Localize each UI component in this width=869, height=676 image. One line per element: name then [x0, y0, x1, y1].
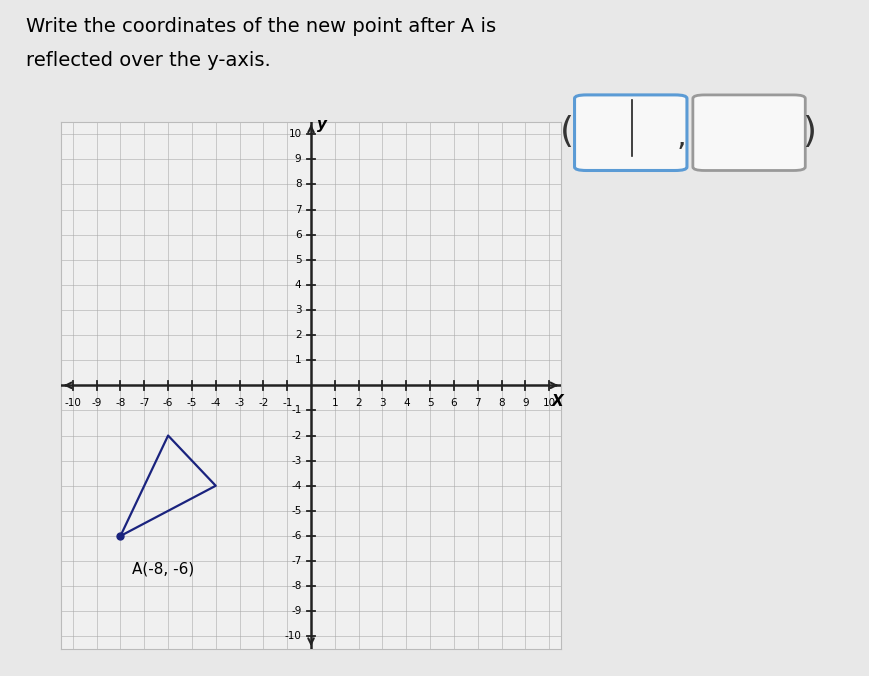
Text: -8: -8 — [291, 581, 302, 592]
Text: -9: -9 — [91, 398, 102, 408]
Text: -9: -9 — [291, 606, 302, 617]
Text: 4: 4 — [402, 398, 409, 408]
Text: -3: -3 — [291, 456, 302, 466]
Text: -1: -1 — [291, 406, 302, 416]
Text: -4: -4 — [210, 398, 221, 408]
Text: 7: 7 — [474, 398, 481, 408]
Text: 8: 8 — [295, 179, 302, 189]
FancyBboxPatch shape — [574, 95, 687, 170]
Text: 9: 9 — [295, 154, 302, 164]
Text: -2: -2 — [258, 398, 269, 408]
Text: -6: -6 — [291, 531, 302, 541]
Text: y: y — [316, 117, 327, 132]
Text: 5: 5 — [427, 398, 433, 408]
Text: -7: -7 — [139, 398, 149, 408]
Text: 8: 8 — [498, 398, 504, 408]
Text: 6: 6 — [295, 230, 302, 240]
Text: -3: -3 — [234, 398, 244, 408]
Text: 5: 5 — [295, 255, 302, 265]
Text: Write the coordinates of the new point after A is: Write the coordinates of the new point a… — [26, 17, 495, 36]
Text: 7: 7 — [295, 205, 302, 214]
Text: -4: -4 — [291, 481, 302, 491]
Text: (: ( — [559, 115, 574, 149]
Text: -6: -6 — [163, 398, 173, 408]
Text: 3: 3 — [295, 305, 302, 315]
Text: ): ) — [801, 115, 815, 149]
Text: -5: -5 — [291, 506, 302, 516]
Text: 2: 2 — [295, 330, 302, 340]
Text: -8: -8 — [115, 398, 125, 408]
Text: 6: 6 — [450, 398, 457, 408]
Text: 1: 1 — [295, 355, 302, 365]
Text: 10: 10 — [288, 129, 302, 139]
Text: reflected over the y-axis.: reflected over the y-axis. — [26, 51, 270, 70]
Text: 1: 1 — [331, 398, 338, 408]
Text: -10: -10 — [284, 631, 302, 642]
Text: 4: 4 — [295, 280, 302, 290]
FancyBboxPatch shape — [692, 95, 805, 170]
Text: -1: -1 — [282, 398, 292, 408]
Text: 10: 10 — [542, 398, 555, 408]
Text: -5: -5 — [187, 398, 197, 408]
Text: 3: 3 — [379, 398, 385, 408]
Text: 9: 9 — [521, 398, 528, 408]
Text: -2: -2 — [291, 431, 302, 441]
Text: ,: , — [675, 122, 685, 151]
Text: 2: 2 — [355, 398, 362, 408]
Text: -10: -10 — [64, 398, 81, 408]
Text: A(-8, -6): A(-8, -6) — [132, 561, 195, 576]
Text: X: X — [551, 394, 563, 409]
Text: -7: -7 — [291, 556, 302, 566]
